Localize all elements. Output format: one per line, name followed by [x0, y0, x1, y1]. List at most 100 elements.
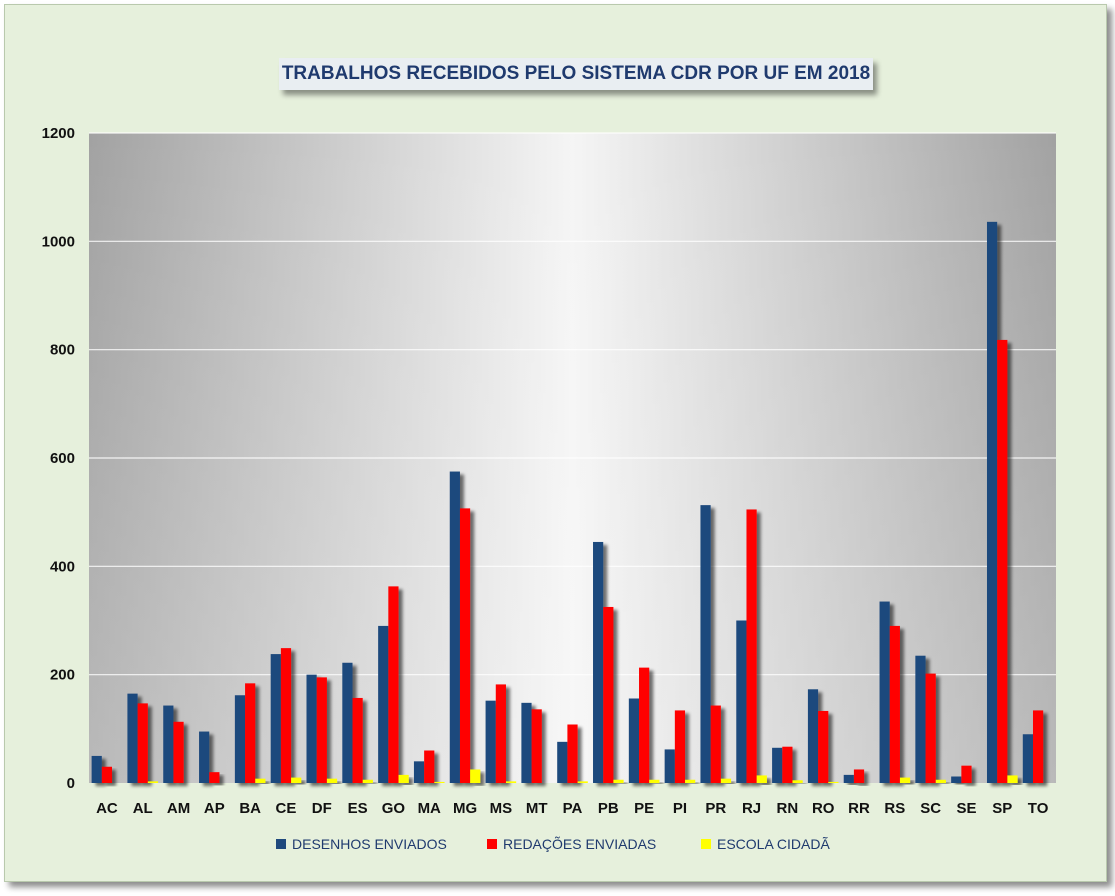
- bar-ap-series-2: [209, 772, 220, 783]
- x-category-label: PI: [673, 800, 687, 817]
- bar-go-series-3: [398, 774, 409, 783]
- bar-df-series-3: [326, 778, 338, 783]
- bar-ac-series-1: [91, 755, 102, 783]
- y-tick-label: 200: [50, 667, 75, 684]
- bar-ms-series-3: [505, 781, 517, 783]
- bar-am-series-2: [173, 721, 184, 783]
- legend-swatch: [276, 839, 286, 849]
- bar-rj-series-2: [746, 509, 757, 783]
- bar-pe-series-3: [649, 779, 660, 783]
- bar-mg-series-2: [459, 508, 471, 783]
- bar-pr-series-3: [720, 778, 732, 783]
- bar-to-series-1: [1022, 734, 1033, 783]
- x-category-label: PR: [705, 800, 726, 817]
- x-category-label: MT: [526, 800, 548, 817]
- bar-df-series-2: [316, 677, 327, 783]
- x-category-label: BA: [239, 800, 261, 817]
- bar-mg-series-1: [449, 471, 460, 783]
- bar-ma-series-1: [413, 761, 425, 783]
- x-category-label: MA: [418, 800, 441, 817]
- bar-pa-series-2: [567, 724, 578, 783]
- bar-pb-series-2: [603, 606, 614, 783]
- bar-es-series-3: [362, 779, 373, 783]
- bar-pi-series-3: [685, 779, 696, 783]
- bar-to-series-2: [1032, 710, 1044, 783]
- bar-al-series-2: [137, 703, 148, 783]
- bar-rs-series-2: [889, 625, 900, 783]
- bar-rr-series-2: [853, 769, 865, 783]
- bar-pe-series-2: [639, 667, 650, 783]
- x-category-label: AM: [167, 800, 190, 817]
- bar-am-series-1: [163, 705, 174, 783]
- bar-ce-series-2: [280, 648, 292, 783]
- x-category-label: RS: [884, 800, 905, 817]
- bar-ba-series-1: [234, 695, 246, 783]
- bar-rr-series-1: [843, 774, 854, 783]
- chart-title: TRABALHOS RECEBIDOS PELO SISTEMA CDR POR…: [279, 58, 873, 90]
- x-category-label: RJ: [742, 800, 761, 817]
- bar-rn-series-2: [782, 746, 793, 783]
- y-tick-label: 600: [50, 450, 75, 467]
- x-category-label: SE: [956, 800, 976, 817]
- bar-ms-series-2: [495, 684, 506, 783]
- x-category-label: TO: [1028, 800, 1049, 817]
- bar-ma-series-2: [424, 750, 435, 783]
- x-category-label: AL: [133, 800, 153, 817]
- bar-sc-series-2: [925, 673, 936, 783]
- bar-sp-series-2: [997, 339, 1008, 783]
- bar-pb-series-1: [593, 541, 604, 783]
- bar-pb-series-3: [613, 779, 624, 783]
- x-category-label: MG: [453, 800, 477, 817]
- bar-sp-series-3: [1007, 775, 1018, 783]
- y-tick-label: 0: [67, 775, 75, 792]
- bar-pr-series-2: [710, 705, 721, 783]
- x-category-label: CE: [276, 800, 297, 817]
- chart-frame: 0 200 400 600 800 1000 1200 AC AL AM AP BA CE DF ES GO…: [4, 4, 1107, 882]
- bar-sp-series-1: [986, 221, 998, 784]
- bar-mg-series-3: [470, 769, 481, 783]
- x-category-label: RO: [812, 800, 835, 817]
- legend-label: ESCOLA CIDADÃ: [717, 836, 830, 852]
- y-tick-label: 1200: [42, 125, 75, 142]
- x-category-label: SP: [992, 800, 1012, 817]
- x-category-label: PA: [563, 800, 583, 817]
- legend-swatch: [701, 839, 711, 849]
- bar-sc-series-1: [915, 655, 926, 783]
- bar-rn-series-3: [792, 780, 803, 783]
- bar-al-series-3: [147, 781, 159, 783]
- bar-ce-series-1: [270, 654, 281, 783]
- bar-pr-series-1: [700, 505, 711, 783]
- x-category-label: RN: [777, 800, 799, 817]
- legend-label: DESENHOS ENVIADOS: [292, 836, 447, 852]
- bar-ac-series-2: [101, 766, 113, 783]
- x-category-label: GO: [382, 800, 406, 817]
- bar-rj-series-3: [756, 775, 767, 783]
- bar-ap-series-1: [199, 731, 210, 783]
- bar-mt-series-1: [521, 702, 532, 783]
- x-category-label: ES: [348, 800, 368, 817]
- bar-ma-series-3: [434, 781, 445, 783]
- bar-go-series-2: [388, 586, 399, 783]
- bar-pe-series-1: [628, 698, 640, 783]
- x-category-label: DF: [312, 800, 332, 817]
- x-category-label: PB: [598, 800, 619, 817]
- bar-ro-series-1: [807, 689, 819, 783]
- bar-se-series-1: [951, 776, 962, 783]
- bar-es-series-1: [342, 662, 353, 783]
- bar-rj-series-1: [736, 620, 747, 783]
- legend-swatch: [487, 839, 497, 849]
- bar-ro-series-3: [828, 781, 839, 783]
- y-tick-label: 400: [50, 558, 75, 575]
- bar-ba-series-2: [245, 683, 256, 783]
- bar-rn-series-1: [772, 747, 783, 783]
- bar-sc-series-3: [935, 779, 946, 783]
- bar-pa-series-1: [557, 741, 568, 783]
- bar-se-series-2: [961, 765, 972, 783]
- bar-pi-series-1: [664, 749, 675, 783]
- bar-mt-series-2: [531, 709, 542, 783]
- bar-ce-series-3: [291, 777, 302, 783]
- bar-go-series-1: [378, 625, 389, 783]
- x-category-label: AC: [96, 800, 118, 817]
- bar-pa-series-3: [577, 781, 588, 783]
- bar-rs-series-1: [879, 601, 890, 783]
